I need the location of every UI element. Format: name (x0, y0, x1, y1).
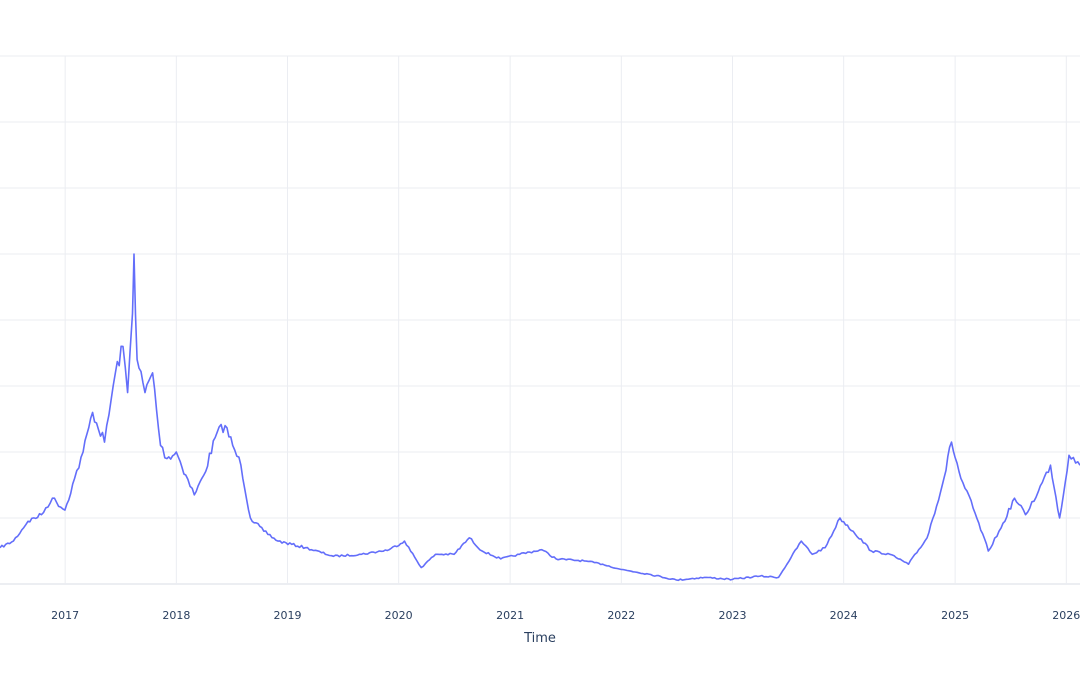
x-tick-label: 2024 (830, 609, 858, 622)
x-tick-label: 2025 (941, 609, 969, 622)
x-tick-label: 2021 (496, 609, 524, 622)
x-axis-title: Time (523, 631, 556, 646)
x-tick-label: 2023 (718, 609, 746, 622)
x-tick-label: 2017 (51, 609, 79, 622)
x-tick-label: 2026 (1052, 609, 1080, 622)
series-line (0, 253, 1080, 582)
x-axis-ticks: 2017 2018 2019 2020 2021 2022 2023 2024 2025 2026 (51, 609, 1080, 622)
grid (0, 55, 1080, 585)
x-tick-label: 2022 (607, 609, 635, 622)
x-tick-label: 2018 (162, 609, 190, 622)
x-tick-label: 2020 (385, 609, 413, 622)
x-tick-label: 2019 (274, 609, 302, 622)
